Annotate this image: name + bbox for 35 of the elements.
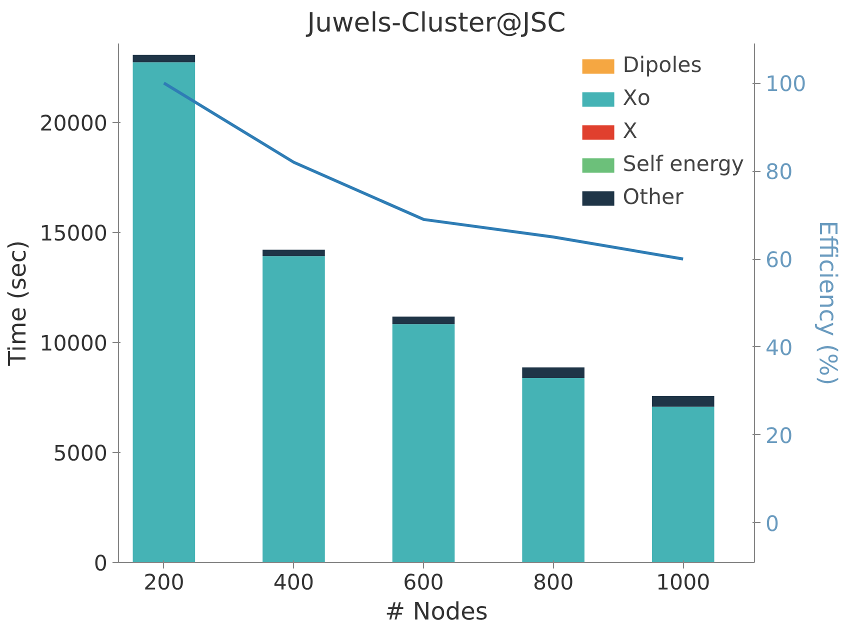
bar — [392, 316, 455, 324]
bar — [652, 406, 714, 562]
y-tick-label: 0 — [94, 552, 108, 576]
x-tick-label: 400 — [273, 570, 314, 596]
x-tick-label: 800 — [532, 570, 574, 596]
y2-tick-label: 0 — [766, 512, 780, 537]
x-tick-label: 600 — [403, 570, 444, 596]
chart-title: Juwels-Cluster@JSC — [305, 8, 566, 38]
y2-axis-title: Efficiency (%) — [814, 220, 842, 386]
y-axis-title: Time (sec) — [4, 240, 32, 367]
bar — [522, 367, 584, 378]
legend-label: X — [622, 119, 638, 144]
legend-label: Self energy — [622, 152, 744, 177]
x-tick-label: 200 — [144, 570, 184, 596]
bar — [522, 378, 584, 562]
y-tick-label: 5000 — [53, 442, 108, 467]
x-tick-label: 1000 — [656, 570, 710, 596]
bar — [132, 62, 196, 562]
y2-tick-label: 40 — [766, 336, 793, 361]
bar — [262, 250, 325, 256]
bar — [652, 396, 714, 407]
legend-label: Other — [622, 185, 684, 210]
bar — [132, 54, 196, 62]
y2-tick-label: 80 — [766, 160, 793, 186]
bar — [392, 324, 455, 562]
y-tick-label: 10000 — [40, 332, 108, 357]
y-tick-label: 15000 — [40, 222, 108, 247]
legend-label: Dipoles — [622, 53, 702, 78]
y2-tick-label: 60 — [766, 248, 793, 274]
y2-tick-label: 20 — [766, 424, 793, 449]
bar — [262, 256, 325, 562]
y2-tick-label: 100 — [766, 72, 806, 98]
x-axis-title: # Nodes — [385, 598, 488, 626]
y-tick-label: 20000 — [40, 112, 108, 137]
legend-label: Xo — [622, 86, 650, 111]
